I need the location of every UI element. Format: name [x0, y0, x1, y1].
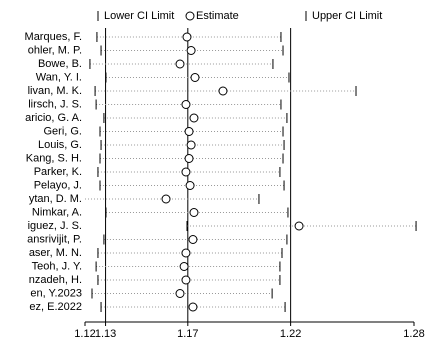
legend-estimate-symbol [185, 11, 195, 21]
estimate [190, 73, 200, 82]
x-tick-label: 1.28 [403, 328, 424, 340]
estimate [189, 208, 199, 217]
study-label: iguez, J. S. [28, 220, 82, 232]
estimate [294, 221, 304, 231]
study-label: Teoh, J. Y. [32, 260, 82, 272]
estimate [184, 154, 194, 163]
estimate [175, 59, 185, 69]
x-tick-label: 1.22 [280, 328, 301, 340]
study-label: Nimkar, A. [32, 206, 82, 218]
estimate [185, 181, 195, 190]
study-label: ohler, M. P. [28, 44, 82, 56]
estimate [181, 167, 191, 177]
legend: Lower CI Limit Estimate Upper CI Limit [97, 10, 382, 22]
legend-lower: Lower CI Limit [104, 10, 174, 22]
estimate [188, 235, 198, 244]
legend-upper: Upper CI Limit [312, 10, 382, 22]
study-label: Wan, Y. I. [36, 71, 82, 83]
study-label: ytan, D. M. [29, 193, 82, 205]
estimate [188, 302, 198, 312]
estimate [161, 194, 171, 204]
estimate [184, 127, 194, 136]
study-label: livan, M. K. [28, 85, 82, 97]
study-label: Parker, K. [34, 166, 82, 178]
estimate [181, 275, 191, 285]
estimate [186, 140, 196, 150]
estimate [181, 100, 191, 109]
study-label: Louis, G. [38, 139, 82, 151]
estimate [218, 86, 228, 96]
study-label: ez, E.2022 [29, 301, 82, 313]
study-label: Bowe, B. [38, 58, 82, 70]
study-label: lirsch, J. S. [28, 98, 82, 110]
study-label: aser, M. N. [29, 247, 82, 259]
estimate [189, 113, 199, 123]
study-label: ansrivijit, P. [27, 233, 82, 245]
x-tick-label: 1.13 [95, 328, 116, 340]
study-label: aricio, G. A. [25, 112, 82, 124]
study-label: Geri, G. [43, 125, 82, 137]
estimate [186, 46, 196, 55]
estimate [175, 289, 185, 298]
study-label: en, Y.2023 [30, 287, 82, 299]
study-label: Pelayo, J. [34, 179, 82, 191]
legend-estimate: Estimate [196, 10, 239, 22]
study-label: Marques, F. [25, 31, 82, 43]
study-label: nzadeh, H. [29, 274, 82, 286]
x-tick-label: 1.12 [74, 328, 95, 340]
estimate [182, 32, 192, 42]
estimate [179, 262, 189, 271]
study-label: Kang, S. H. [26, 152, 82, 164]
x-tick-label: 1.17 [177, 328, 198, 340]
estimate [181, 248, 191, 258]
